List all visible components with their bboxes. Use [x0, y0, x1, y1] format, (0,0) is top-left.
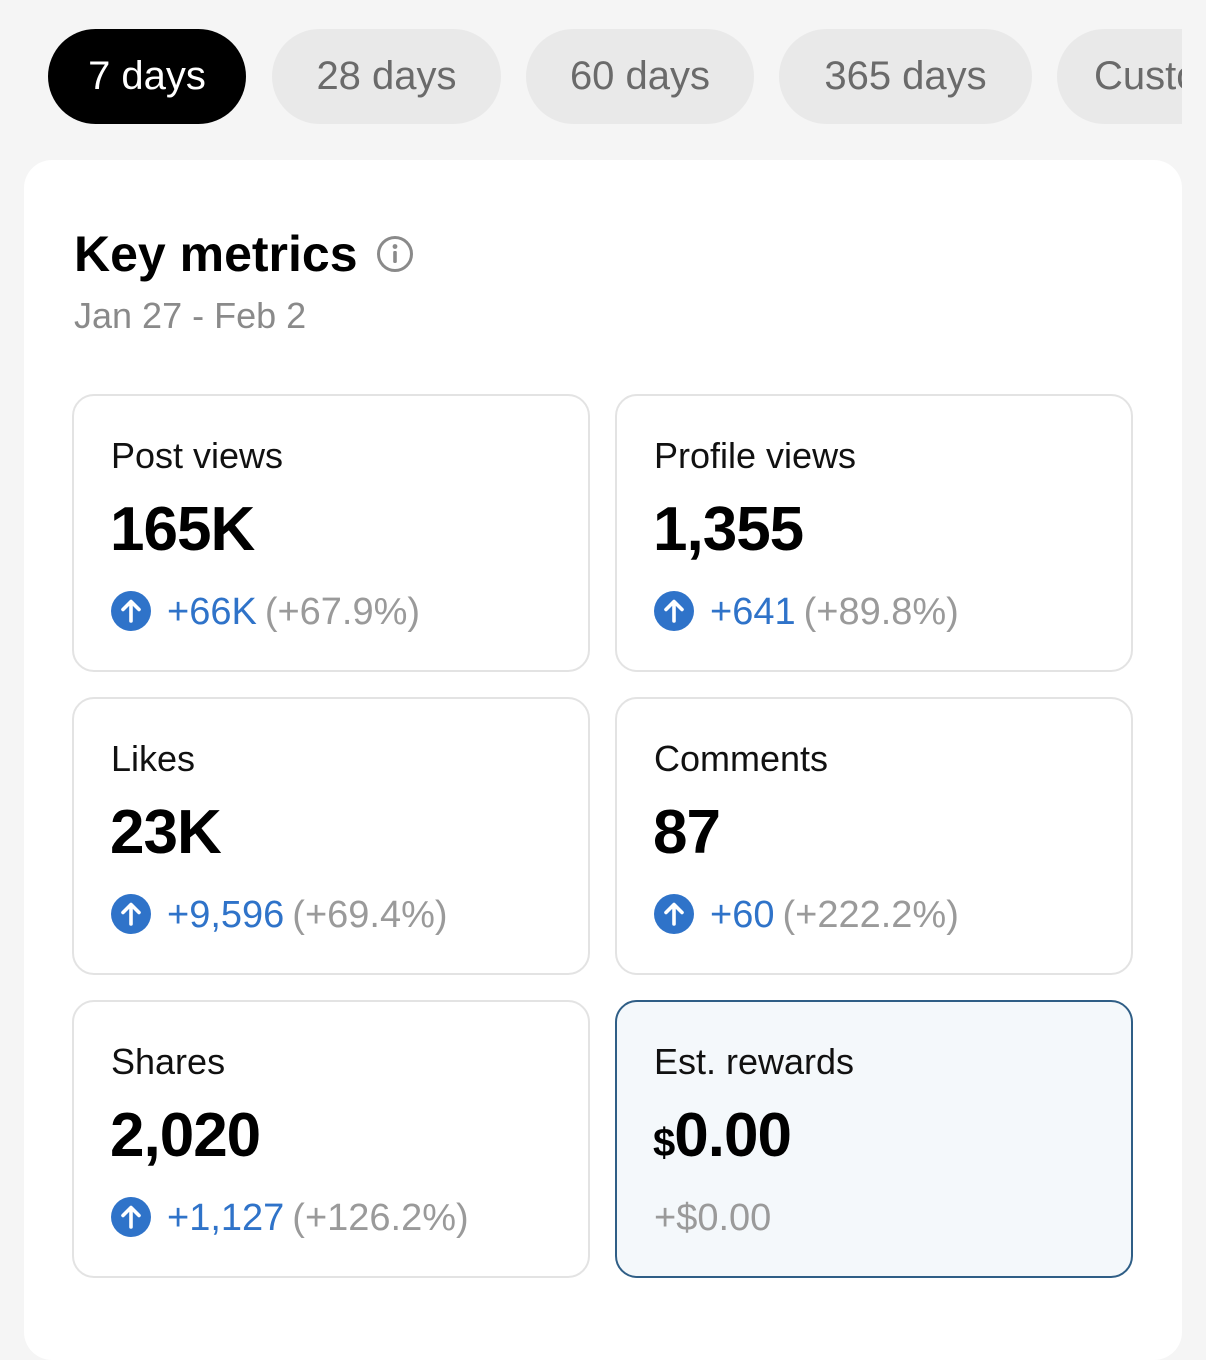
- metric-percent: (+222.2%): [782, 894, 959, 936]
- arrow-up-circle-icon: [111, 590, 151, 631]
- metric-label: Comments: [654, 738, 829, 779]
- metric-value: 23K: [110, 798, 222, 867]
- metric-value: 165K: [110, 495, 255, 564]
- metric-label: Post views: [111, 435, 284, 476]
- metric-card-profile-views[interactable]: Profile views 1,355 +641 (+89.8%): [615, 394, 1133, 672]
- metric-delta: +9,596: [167, 894, 285, 936]
- metric-change: +66K (+67.9%): [111, 590, 420, 634]
- tab-60-days[interactable]: 60 days: [526, 29, 754, 124]
- date-range-label: Jan 27 - Feb 2: [74, 295, 307, 336]
- info-icon[interactable]: [376, 235, 414, 273]
- metric-value: 2,020: [110, 1101, 261, 1170]
- metric-percent: (+126.2%): [292, 1197, 469, 1239]
- metric-card-est-rewards[interactable]: Est. rewards $0.00 +$0.00: [615, 1000, 1133, 1278]
- metric-percent: (+67.9%): [264, 591, 421, 633]
- metric-change: +9,596 (+69.4%): [111, 893, 448, 937]
- tab-custom[interactable]: Custom: [1057, 29, 1182, 124]
- metric-value-amount: 0.00: [674, 1101, 792, 1170]
- metric-change: +641 (+89.8%): [654, 590, 959, 634]
- metric-label: Profile views: [654, 435, 857, 476]
- metric-delta: +1,127: [167, 1197, 285, 1239]
- tab-365-days[interactable]: 365 days: [779, 29, 1032, 124]
- metric-label: Likes: [111, 738, 196, 779]
- metric-label: Shares: [111, 1041, 226, 1082]
- currency-symbol: $: [653, 1121, 675, 1165]
- metric-card-comments[interactable]: Comments 87 +60 (+222.2%): [615, 697, 1133, 975]
- metric-percent: (+89.8%): [803, 591, 959, 633]
- tab-28-days[interactable]: 28 days: [272, 29, 501, 124]
- metric-card-likes[interactable]: Likes 23K +9,596 (+69.4%): [72, 697, 590, 975]
- metric-percent: (+69.4%): [292, 894, 448, 936]
- metric-label: Est. rewards: [654, 1041, 855, 1082]
- key-metrics-title: Key metrics: [74, 226, 358, 282]
- date-range-tabs: 7 days 28 days 60 days 365 days Custom: [48, 29, 1182, 124]
- metric-card-shares[interactable]: Shares 2,020 +1,127 (+126.2%): [72, 1000, 590, 1278]
- metric-change: +$0.00: [654, 1197, 772, 1239]
- metric-value: 1,355: [653, 495, 804, 564]
- metric-delta: +66K: [167, 591, 257, 633]
- metric-value: $0.00: [653, 1100, 792, 1179]
- metric-change: +1,127 (+126.2%): [111, 1196, 469, 1240]
- arrow-up-circle-icon: [654, 590, 694, 631]
- metric-delta: +641: [710, 591, 796, 633]
- arrow-up-circle-icon: [654, 893, 694, 934]
- metric-delta: +60: [710, 894, 775, 936]
- arrow-up-circle-icon: [111, 893, 151, 934]
- tab-7-days[interactable]: 7 days: [48, 29, 246, 124]
- metric-value: 87: [653, 798, 721, 867]
- arrow-up-circle-icon: [111, 1196, 151, 1237]
- metric-change: +60 (+222.2%): [654, 893, 959, 937]
- metric-card-post-views[interactable]: Post views 165K +66K (+67.9%): [72, 394, 590, 672]
- key-metrics-card: Key metrics Jan 27 - Feb 2 Post views 16…: [24, 160, 1182, 1360]
